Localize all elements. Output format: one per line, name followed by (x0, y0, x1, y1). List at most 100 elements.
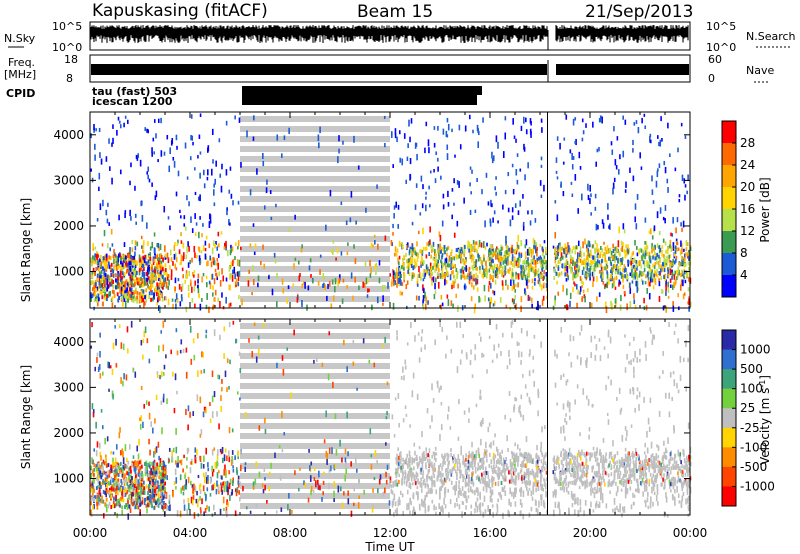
range-cell (213, 202, 216, 207)
range-cell (636, 281, 639, 287)
range-cell (590, 489, 592, 496)
range-cell (654, 256, 656, 261)
range-cell (323, 439, 326, 444)
range-cell (155, 286, 157, 291)
range-cell (392, 164, 394, 169)
range-cell (644, 241, 646, 245)
range-cell (347, 490, 349, 496)
range-cell (652, 200, 655, 204)
range-cell (92, 409, 95, 414)
range-cell (528, 487, 531, 491)
range-cell (595, 344, 598, 351)
range-cell (558, 502, 560, 510)
range-cell (516, 263, 519, 268)
range-cell (263, 263, 266, 269)
range-cell (526, 486, 528, 492)
range-cell (173, 160, 176, 168)
range-cell (128, 295, 131, 300)
range-cell (458, 254, 461, 259)
range-cell (507, 268, 509, 273)
range-cell (511, 332, 513, 339)
range-cell (666, 513, 669, 518)
range-cell (99, 332, 101, 338)
range-cell (649, 259, 652, 264)
range-cell (652, 255, 654, 260)
range-cell (231, 450, 234, 455)
range-cell (600, 259, 603, 264)
range-cell (469, 166, 472, 170)
station-title: Kapuskasing (fitACF) (92, 1, 268, 21)
range-cell (226, 455, 228, 461)
range-cell (688, 276, 690, 282)
range-cell (532, 267, 534, 273)
range-cell (589, 249, 592, 254)
range-cell (156, 270, 159, 275)
range-cell (554, 249, 556, 254)
range-cell (139, 417, 141, 422)
range-cell (133, 293, 136, 298)
scan-stripe (240, 333, 390, 339)
range-cell (225, 469, 227, 476)
range-cell (160, 150, 163, 157)
range-cell (137, 453, 140, 460)
range-cell (262, 160, 265, 167)
range-cell (430, 249, 433, 254)
range-cell (121, 267, 124, 272)
range-cell (435, 506, 437, 510)
range-cell (651, 453, 654, 458)
range-cell (288, 228, 291, 233)
range-cell (401, 282, 404, 287)
range-cell (521, 503, 523, 508)
range-cell (104, 254, 106, 259)
range-cell (456, 462, 459, 469)
range-cell (629, 287, 632, 294)
range-cell (559, 509, 561, 515)
range-cell (227, 490, 229, 496)
range-cell (495, 446, 498, 452)
range-cell (252, 486, 255, 490)
range-cell (303, 480, 305, 486)
range-cell (156, 302, 158, 306)
range-cell (329, 189, 332, 197)
range-cell (453, 281, 455, 289)
range-cell (175, 252, 177, 259)
range-cell (684, 262, 687, 267)
range-cell (262, 322, 265, 328)
range-cell (464, 125, 467, 132)
range-cell (562, 284, 564, 292)
range-cell (106, 294, 108, 299)
range-cell (449, 468, 451, 473)
range-cell (172, 156, 175, 161)
range-cell (425, 204, 427, 212)
range-cell (677, 266, 680, 272)
range-cell (412, 510, 414, 516)
range-cell (687, 252, 689, 257)
range-cell (204, 476, 206, 484)
range-cell (574, 117, 577, 121)
range-cell (183, 499, 185, 504)
range-cell (505, 304, 508, 309)
range-cell (516, 247, 519, 252)
range-cell (187, 405, 190, 412)
range-cell (94, 246, 97, 250)
range-cell (536, 444, 538, 451)
range-cell (218, 470, 220, 474)
range-cell (571, 193, 574, 198)
range-cell (394, 128, 397, 135)
range-cell (641, 117, 643, 124)
range-cell (190, 114, 193, 119)
range-cell (117, 272, 120, 277)
range-cell (543, 275, 545, 280)
range-cell (429, 269, 432, 274)
range-cell (589, 198, 591, 205)
range-cell (515, 169, 518, 176)
range-cell (534, 272, 536, 277)
range-cell (135, 270, 138, 275)
range-cell (672, 259, 674, 264)
range-cell (93, 306, 95, 311)
range-cell (175, 293, 178, 300)
range-cell (190, 496, 193, 504)
range-cell (109, 166, 111, 171)
range-cell (219, 300, 221, 308)
range-cell (422, 184, 424, 190)
